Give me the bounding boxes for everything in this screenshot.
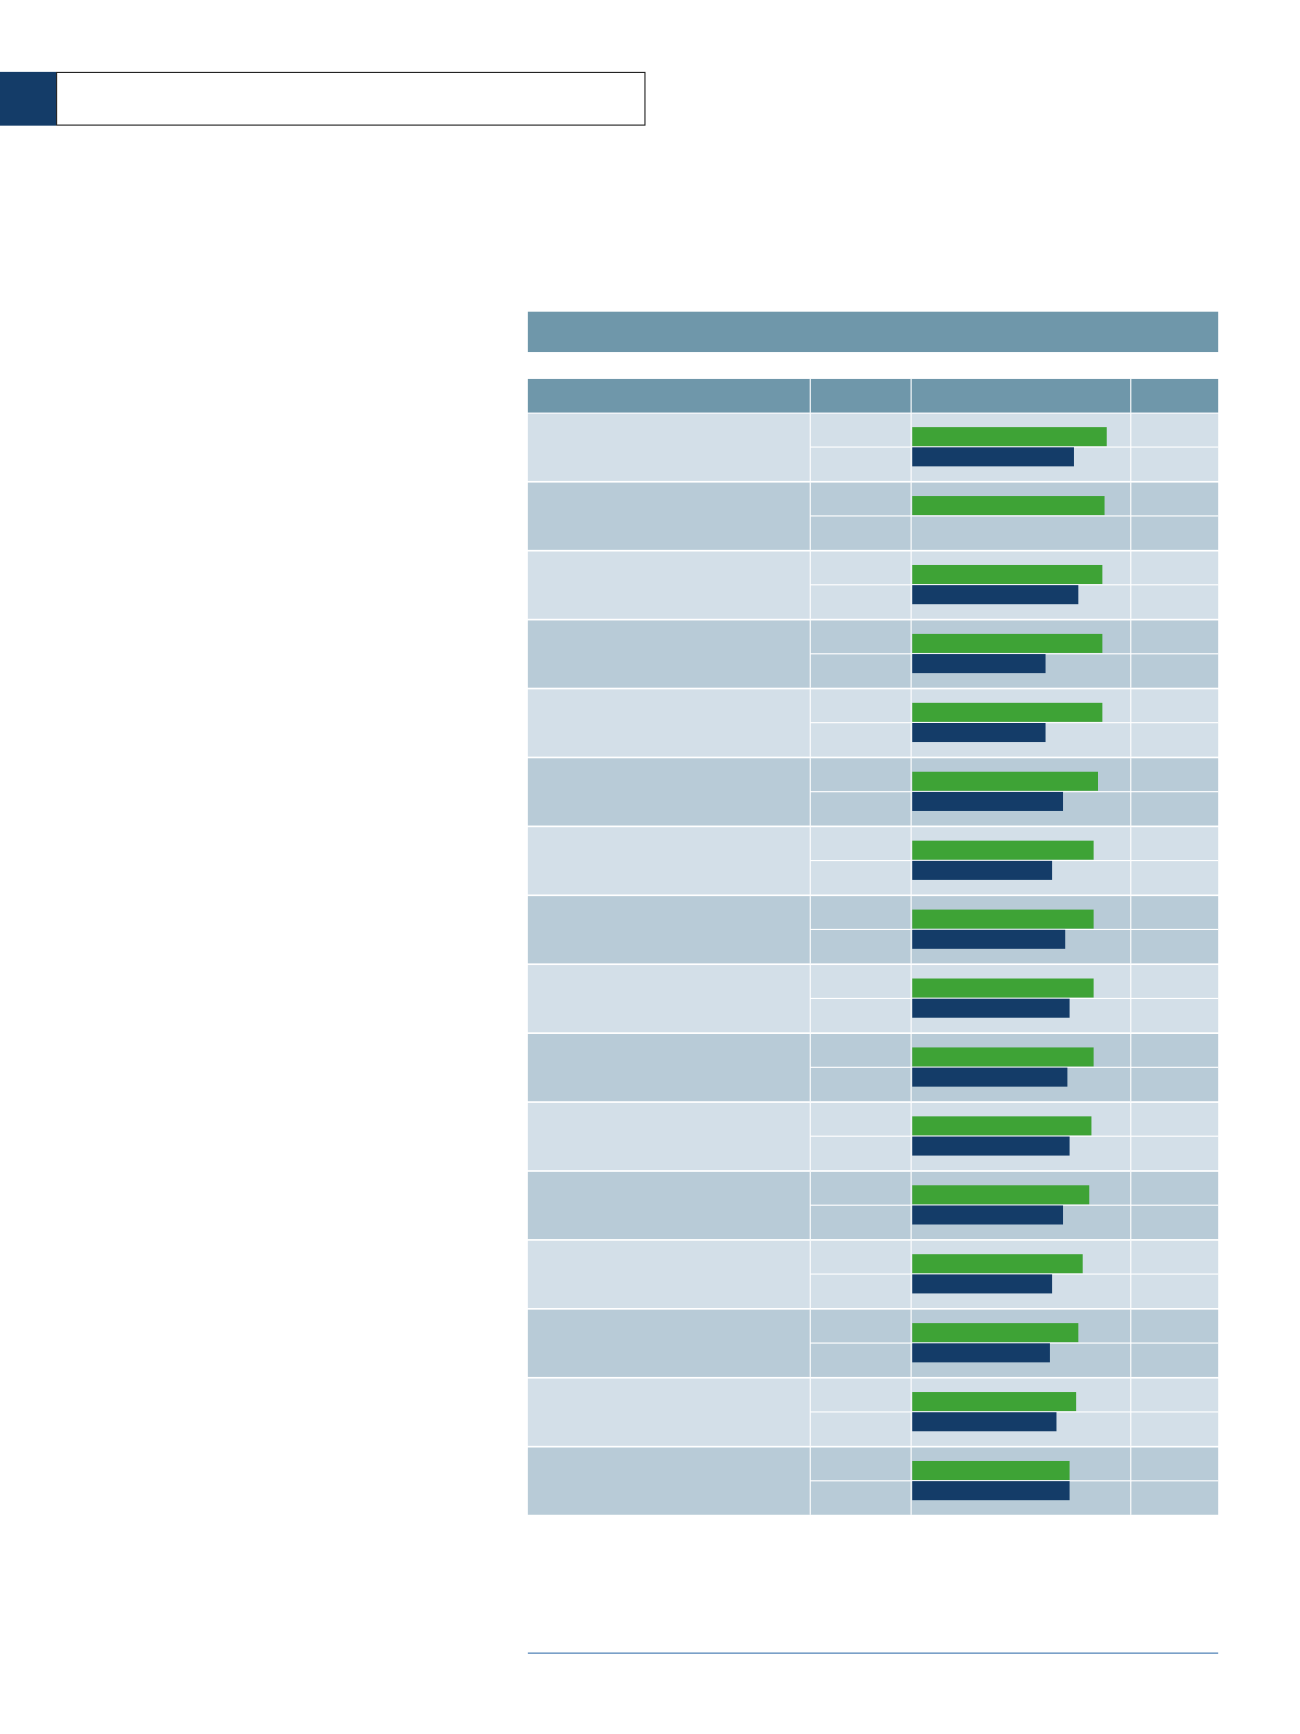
bar — [912, 860, 1053, 880]
bar — [912, 929, 1066, 949]
bar — [912, 978, 1094, 998]
bar — [912, 585, 1079, 605]
bar — [912, 447, 1074, 467]
bar — [912, 633, 1103, 653]
bar — [912, 722, 1046, 743]
bar — [912, 771, 1098, 791]
header-badge — [0, 71, 57, 126]
bar — [912, 1460, 1070, 1481]
bar — [912, 1412, 1057, 1432]
bar — [912, 1136, 1070, 1156]
bar — [912, 1185, 1090, 1205]
bar — [912, 840, 1094, 860]
bar — [912, 1392, 1077, 1412]
header-box — [56, 71, 646, 126]
bar — [912, 1481, 1070, 1501]
bar — [912, 702, 1103, 722]
bar — [912, 496, 1105, 516]
bar — [912, 998, 1070, 1018]
bar — [912, 909, 1094, 929]
bar — [912, 1254, 1083, 1274]
table-title-bar — [527, 311, 1219, 353]
bar — [912, 427, 1107, 447]
bar — [912, 791, 1064, 811]
bar — [912, 1047, 1094, 1067]
bar — [912, 1323, 1079, 1343]
bar — [912, 1067, 1068, 1087]
bar — [912, 1274, 1053, 1294]
bar — [912, 1343, 1050, 1363]
bar — [912, 564, 1103, 585]
bar — [912, 1116, 1092, 1136]
table-header — [527, 378, 1219, 413]
bar — [912, 654, 1046, 674]
table-body — [527, 378, 1219, 1515]
bar — [912, 1205, 1064, 1225]
